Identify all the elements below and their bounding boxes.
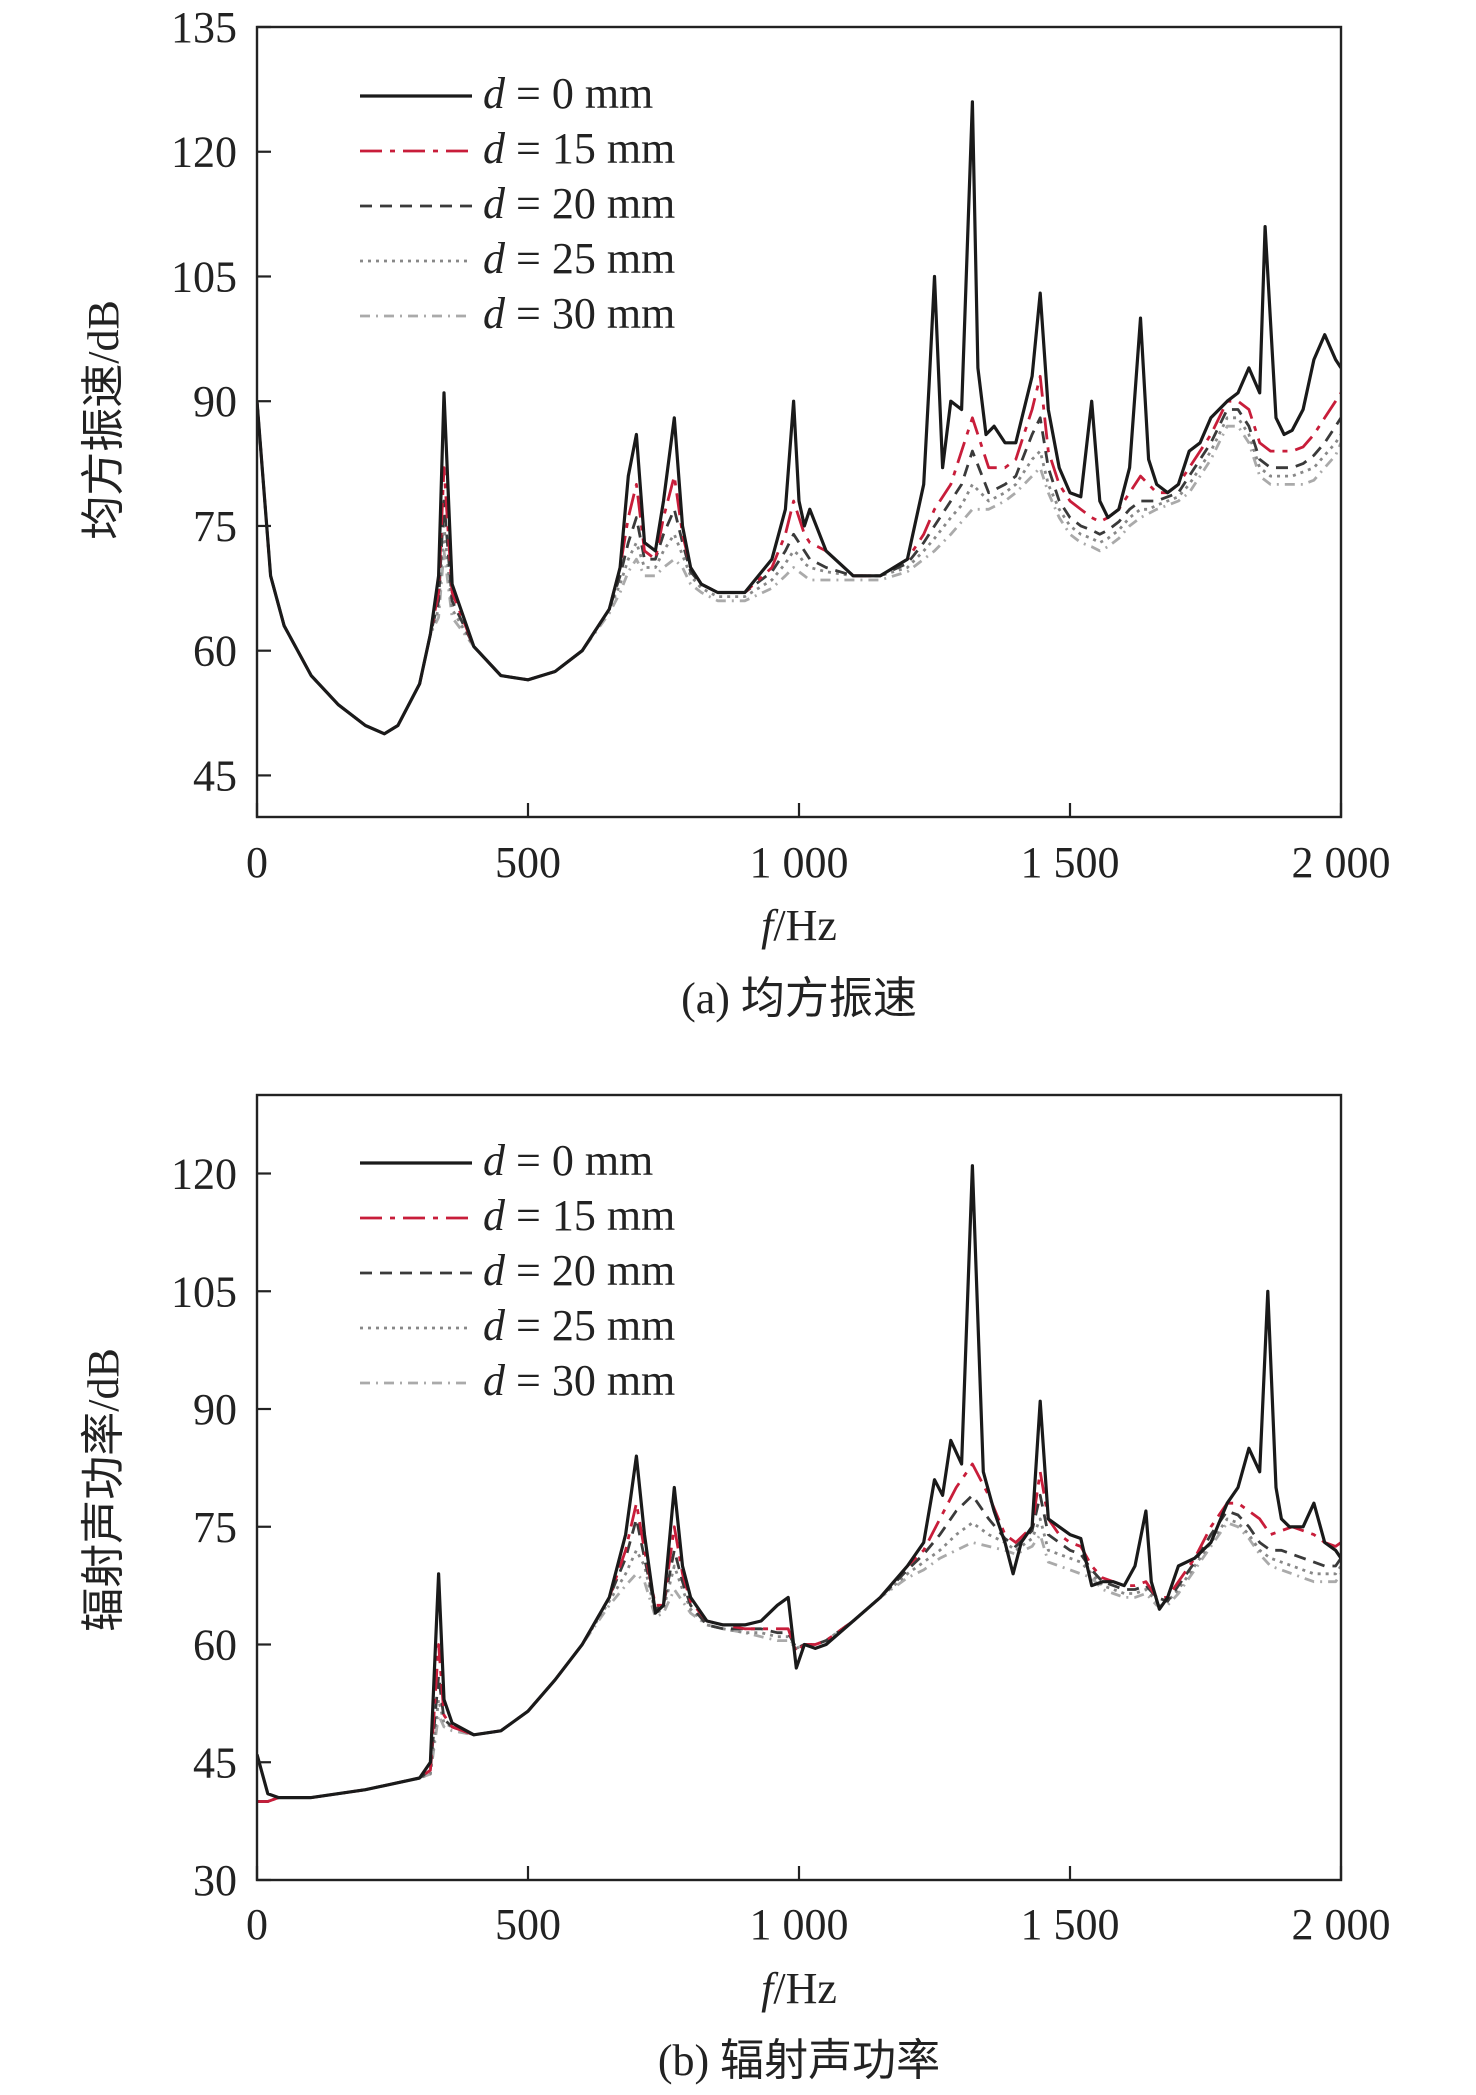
legend-label: d = 15 mm bbox=[483, 124, 675, 173]
y-tick-label: 105 bbox=[171, 252, 237, 301]
series-line-0 bbox=[257, 100, 1341, 736]
y-axis-title: 辐射声功率/dB bbox=[79, 1348, 128, 1632]
legend-label: d = 20 mm bbox=[483, 179, 675, 228]
legend-label: d = 0 mm bbox=[483, 69, 653, 118]
x-tick-label: 500 bbox=[495, 1900, 561, 1949]
y-tick-label: 90 bbox=[193, 377, 237, 426]
x-axis-title: f/Hz bbox=[761, 901, 837, 950]
plot-frame bbox=[255, 1093, 1343, 1882]
series-line-0 bbox=[257, 1164, 1341, 1800]
y-tick-label: 75 bbox=[193, 502, 237, 551]
legend-label: d = 0 mm bbox=[483, 1136, 653, 1185]
series-lines bbox=[257, 1164, 1341, 1803]
x-tick-label: 2 000 bbox=[1292, 1900, 1391, 1949]
y-tick-label: 45 bbox=[193, 1738, 237, 1787]
figure-caption: (a) 均方振速 bbox=[681, 974, 917, 1023]
chart-panel-b: 30 45 60 75 90 105 120 0 500 1 000 1 500 2 000 f/Hz 辐… bbox=[79, 1093, 1391, 2085]
plot-frame bbox=[255, 25, 1343, 819]
legend: d = 0 mm d = 15 mm d = 20 mm d = 25 mm d = 3… bbox=[360, 69, 675, 338]
y-tick-label: 135 bbox=[171, 3, 237, 52]
y-tick-label: 60 bbox=[193, 1621, 237, 1670]
x-axis-title: f/Hz bbox=[761, 1964, 837, 2013]
y-tick-label: 75 bbox=[193, 1503, 237, 1552]
x-tick-label: 1 500 bbox=[1021, 838, 1120, 887]
y-tick-label: 105 bbox=[171, 1267, 237, 1316]
y-axis-title: 均方振速/dB bbox=[79, 300, 128, 540]
y-tick-label: 120 bbox=[171, 1150, 237, 1199]
series-line-3 bbox=[257, 401, 1341, 736]
legend-label: d = 30 mm bbox=[483, 289, 675, 338]
legend-label: d = 20 mm bbox=[483, 1246, 675, 1295]
series-line-4 bbox=[257, 401, 1341, 736]
y-tick-label: 120 bbox=[171, 128, 237, 177]
y-tick-label: 30 bbox=[193, 1856, 237, 1905]
x-tick-label: 2 000 bbox=[1292, 838, 1391, 887]
legend-label: d = 15 mm bbox=[483, 1191, 675, 1240]
figure-caption: (b) 辐射声功率 bbox=[658, 2036, 940, 2085]
y-tick-label: 60 bbox=[193, 627, 237, 676]
legend: d = 0 mm d = 15 mm d = 20 mm d = 25 mm d = 3… bbox=[360, 1136, 675, 1405]
x-tick-label: 0 bbox=[246, 838, 268, 887]
x-tick-label: 1 500 bbox=[1021, 1900, 1120, 1949]
legend-label: d = 30 mm bbox=[483, 1356, 675, 1405]
legend-label: d = 25 mm bbox=[483, 234, 675, 283]
series-line-1 bbox=[257, 1462, 1341, 1803]
chart-panel-a: 45 60 75 90 105 120 135 0 500 1 000 1 500 2 000 f/Hz… bbox=[79, 3, 1391, 1023]
x-tick-label: 0 bbox=[246, 1900, 268, 1949]
y-tick-label: 90 bbox=[193, 1385, 237, 1434]
y-tick-label: 45 bbox=[193, 751, 237, 800]
x-tick-label: 1 000 bbox=[750, 838, 849, 887]
x-tick-label: 1 000 bbox=[750, 1900, 849, 1949]
series-lines bbox=[257, 100, 1341, 736]
x-tick-label: 500 bbox=[495, 838, 561, 887]
legend-label: d = 25 mm bbox=[483, 1301, 675, 1350]
